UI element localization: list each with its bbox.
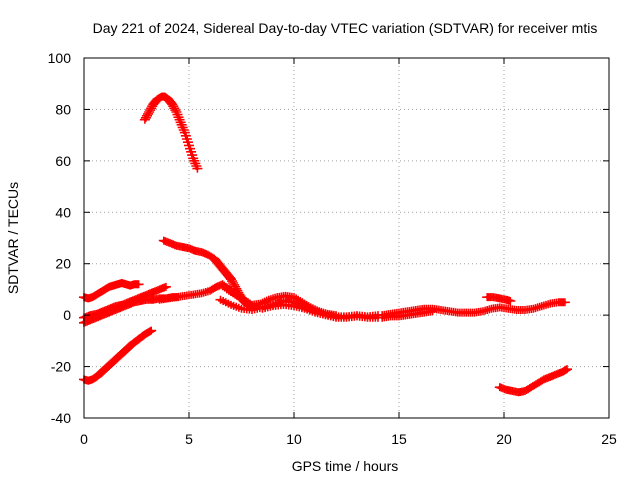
series-arc-low-left [79,326,157,385]
data-point [133,280,144,289]
series-arc-late-short [482,293,516,305]
x-tick-label: 10 [286,431,302,447]
series-arc-late-lower [377,307,438,322]
y-tick-label: -20 [51,359,71,375]
series-arc-late-negative [494,365,572,397]
data-point [192,164,203,173]
plot-area [84,58,609,418]
data-point [427,307,438,316]
x-tick-label: 15 [391,431,407,447]
x-tick-label: 5 [185,431,193,447]
y-tick-label: -40 [51,410,71,426]
series-arc-upper-left [79,279,144,303]
data-points [79,92,572,397]
x-axis-label: GPS time / hours [292,458,399,474]
data-point [261,296,272,305]
series-arc-mid-lower [257,300,383,322]
x-tick-label: 25 [601,431,617,447]
data-point [505,297,516,305]
series-arc-band-b [79,282,171,322]
data-point [160,282,171,291]
plot-border [83,57,610,419]
y-axis-label: SDTVAR / TECUs [5,182,21,294]
series-arc-high [139,92,203,173]
x-tick-label: 20 [496,431,512,447]
x-tick-label: 0 [80,431,88,447]
y-tick-label: 0 [63,307,71,323]
plot-background [84,58,609,418]
data-point [146,326,157,335]
y-tick-label: 20 [55,256,71,272]
axes: 0 5 10 15 20 25 -40 -20 0 20 40 60 80 100 [48,50,617,447]
data-point [559,298,570,307]
grid [84,58,609,418]
y-tick-label: 80 [55,101,71,117]
y-tick-label: 100 [48,50,72,66]
chart-title: Day 221 of 2024, Sidereal Day-to-day VTE… [93,20,598,36]
y-tick-label: 40 [55,204,71,220]
y-tick-label: 60 [55,153,71,169]
data-point [562,365,572,374]
